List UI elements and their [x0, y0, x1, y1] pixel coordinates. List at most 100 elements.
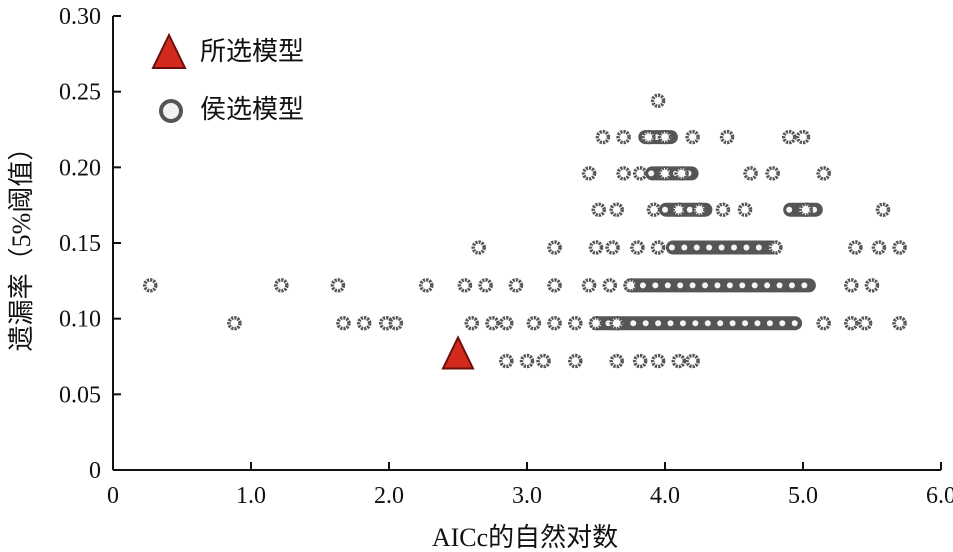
candidate-point [726, 282, 733, 289]
candidate-point [788, 282, 795, 289]
candidate-point [657, 166, 673, 181]
candidate-point [485, 315, 500, 331]
tick-marks [112, 15, 942, 471]
x-tick-label: 1.0 [236, 483, 266, 509]
candidate-point [630, 320, 637, 327]
candidate-point [588, 315, 604, 331]
candidate-point [685, 353, 700, 369]
candidate-point [274, 278, 289, 293]
candidate-point [686, 206, 693, 213]
candidate-point [704, 320, 711, 327]
candidate-point [892, 240, 907, 255]
candidate-point [674, 166, 689, 181]
candidate-point [692, 202, 707, 217]
candidate-point [336, 315, 351, 331]
candidate-point [717, 320, 724, 327]
tick-labels: 0 1.0 2.0 3.0 4.0 5.0 6.0 0 0.05 0.10 0.15 0.20 0.25… [59, 4, 953, 509]
candidate-point [330, 278, 346, 293]
y-tick-label: 0.30 [59, 4, 101, 30]
candidate-point [702, 282, 709, 289]
x-tick-label: 2.0 [374, 483, 404, 509]
x-tick-label: 3.0 [512, 483, 542, 509]
legend-triangle-marker [151, 32, 187, 69]
x-tick-label: 5.0 [788, 483, 818, 509]
candidate-point [892, 315, 907, 331]
candidate-point [609, 353, 624, 369]
candidate-point [595, 129, 611, 145]
candidate-point [677, 282, 684, 289]
candidate-point [657, 129, 673, 145]
candidate-point [668, 244, 675, 251]
candidate-point [419, 278, 434, 293]
x-tick-label: 4.0 [650, 483, 680, 509]
candidate-point [779, 320, 786, 327]
candidate-point [227, 315, 242, 331]
x-axis-title: AICc的自然对数 [432, 523, 618, 552]
y-tick-label: 0.15 [59, 231, 101, 257]
candidate-point [671, 202, 687, 217]
candidate-point [801, 282, 808, 289]
candidate-point [776, 282, 783, 289]
candidate-point [623, 278, 638, 293]
candidate-point [693, 244, 700, 251]
selected-model-point [441, 335, 475, 370]
candidate-point [795, 129, 811, 145]
legend-label-candidate: 侯选模型 [200, 95, 304, 124]
candidate-point [679, 320, 686, 327]
legend-ring-marker [159, 99, 183, 123]
candidate-point [764, 282, 771, 289]
candidate-point [714, 282, 721, 289]
x-tick-label: 6.0 [926, 483, 953, 509]
candidate-point [848, 240, 863, 255]
candidate-point [857, 315, 873, 331]
candidate-point [719, 129, 735, 145]
candidate-point [457, 278, 473, 293]
candidate-point [547, 240, 562, 255]
data-points [143, 93, 907, 370]
candidate-point [547, 278, 562, 293]
candidate-point [568, 353, 583, 369]
candidate-point [798, 202, 814, 217]
y-tick-label: 0.20 [59, 155, 101, 181]
candidate-point [751, 282, 758, 289]
legend-label-selected: 所选模型 [200, 37, 304, 66]
candidate-point [526, 315, 542, 331]
candidate-point [875, 202, 891, 217]
candidate-point [864, 278, 880, 293]
candidate-point [591, 202, 607, 217]
candidate-point [508, 278, 524, 293]
candidate-point [609, 202, 624, 217]
candidate-point [844, 315, 859, 331]
candidate-point [765, 166, 780, 181]
candidate-point [718, 244, 725, 251]
candidate-point [671, 353, 687, 369]
x-tick-label: 0 [107, 483, 119, 509]
candidate-point [692, 320, 699, 327]
candidate-point [632, 353, 648, 369]
candidate-point [706, 244, 713, 251]
candidate-point [499, 353, 514, 369]
candidate-point [791, 320, 798, 327]
candidate-point [641, 129, 656, 145]
candidate-point [547, 315, 562, 331]
y-tick-label: 0 [89, 458, 101, 484]
candidate-point [731, 244, 737, 251]
candidate-point [581, 166, 597, 181]
candidate-point [646, 202, 662, 217]
candidate-point [630, 240, 645, 255]
candidate-point [478, 278, 493, 293]
candidate-point [609, 315, 624, 331]
legend: 所选模型 侯选模型 [151, 32, 304, 124]
candidate-point [755, 244, 762, 251]
candidate-point [689, 282, 696, 289]
candidate-point [642, 320, 649, 327]
y-tick-label: 0.25 [59, 80, 101, 106]
y-tick-label: 0.05 [59, 382, 101, 408]
candidate-point [743, 166, 758, 181]
candidate-point [664, 282, 671, 289]
candidate-point [581, 278, 597, 293]
candidate-point [786, 206, 793, 213]
candidate-point [743, 244, 750, 251]
candidate-point [681, 244, 688, 251]
